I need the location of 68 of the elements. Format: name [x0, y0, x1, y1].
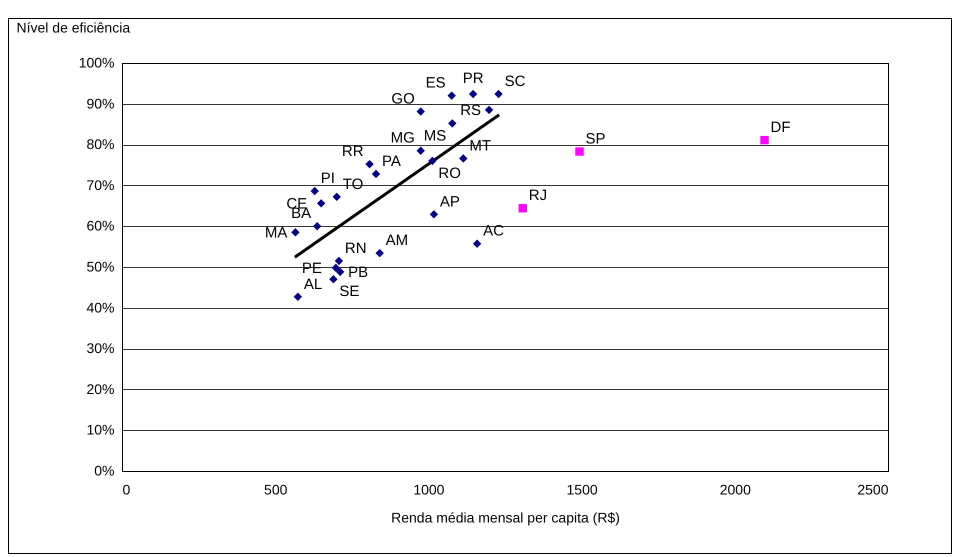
point	[334, 256, 344, 266]
annotation: MA	[264, 224, 288, 242]
point	[448, 91, 456, 100]
y-axis-title: Nível de eficiência	[16, 20, 130, 36]
point	[332, 192, 341, 202]
point	[459, 154, 468, 163]
point	[448, 119, 456, 128]
y-tick-label: 80%	[86, 136, 114, 152]
annotation: AL	[304, 276, 322, 293]
annotation: MG	[390, 130, 415, 147]
annotation: SE	[339, 283, 360, 300]
point	[332, 264, 340, 272]
point	[428, 156, 437, 166]
y-tick-label: 70%	[86, 176, 114, 193]
annotation: RO	[438, 164, 461, 182]
annotation: RS	[460, 102, 482, 119]
point	[329, 275, 338, 284]
y-tick-label: 100%	[78, 54, 114, 70]
annotation: SC	[504, 73, 526, 90]
y-tick-label: 50%	[86, 258, 114, 274]
point	[760, 136, 769, 144]
annotation: GO	[391, 90, 415, 108]
y-tick-label: 0%	[94, 462, 114, 478]
annotation: SP	[585, 130, 606, 148]
annotation: ES	[426, 74, 446, 92]
annotation: AP	[440, 193, 460, 210]
annotation: RR	[342, 143, 364, 160]
y-tick-label: 90%	[86, 95, 114, 112]
x-tick-label: 1000	[413, 482, 445, 498]
point	[312, 222, 322, 230]
point	[484, 106, 494, 114]
point	[310, 186, 319, 196]
point	[291, 228, 300, 237]
x-axis-title: Renda média mensal per capita (R$)	[391, 510, 620, 526]
y-tick-label: 40%	[86, 299, 114, 316]
x-tick-label: 500	[264, 482, 288, 498]
annotation: PI	[320, 170, 335, 188]
point	[372, 170, 380, 178]
point	[416, 107, 425, 116]
point	[472, 240, 482, 248]
annotation: PA	[382, 152, 401, 170]
annotation: DF	[770, 119, 791, 136]
x-tick-label: 1500	[566, 482, 598, 498]
point	[430, 210, 438, 219]
x-tick-label: 2000	[720, 482, 752, 498]
point	[336, 268, 344, 276]
annotation: RJ	[528, 187, 548, 204]
point	[468, 90, 478, 98]
annotation: RN	[344, 240, 367, 257]
x-tick-label: 0	[122, 482, 130, 498]
point	[518, 204, 527, 212]
point	[575, 147, 584, 156]
y-tick-label: 30%	[86, 340, 114, 356]
y-tick-label: 10%	[86, 422, 114, 438]
point	[376, 248, 384, 258]
x-tick-label: 2500	[857, 482, 889, 498]
point	[416, 146, 425, 155]
point	[365, 160, 374, 168]
point	[294, 292, 302, 301]
annotation: AC	[483, 222, 504, 240]
annotation: PR	[462, 70, 484, 88]
point	[494, 90, 503, 98]
y-tick-label: 20%	[86, 380, 114, 397]
y-tick-label: 60%	[86, 218, 114, 234]
annotation: PB	[348, 264, 368, 281]
point	[316, 199, 326, 208]
annotation: MS	[424, 127, 446, 144]
annotation: AM	[386, 232, 408, 250]
